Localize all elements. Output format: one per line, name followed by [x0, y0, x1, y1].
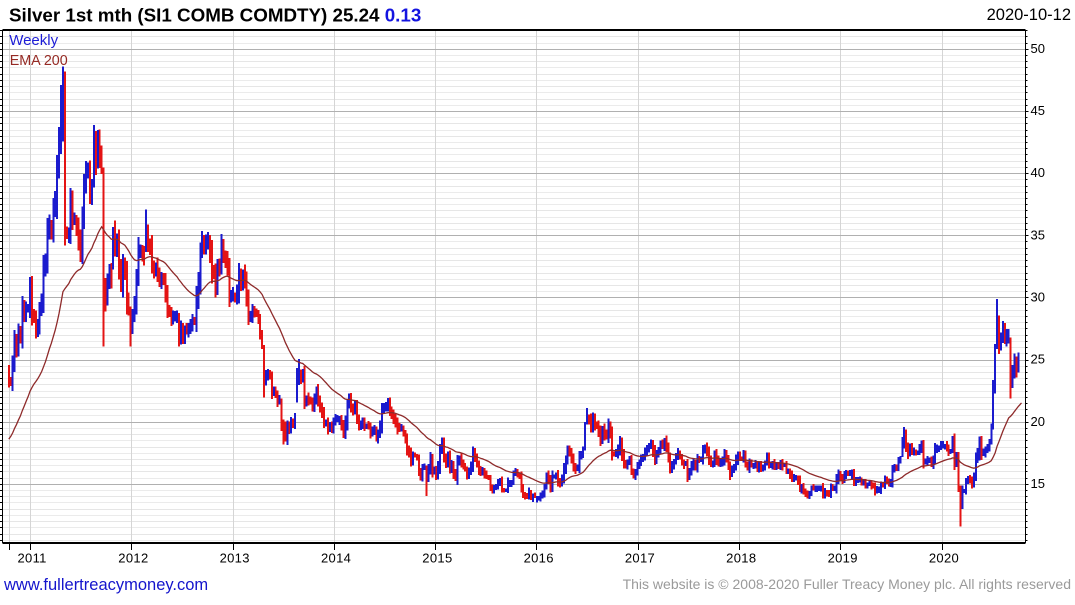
svg-text:50: 50: [1031, 41, 1045, 56]
svg-text:2018: 2018: [726, 551, 756, 566]
svg-text:20: 20: [1031, 414, 1045, 429]
svg-text:2011: 2011: [17, 551, 46, 566]
svg-text:2019: 2019: [828, 551, 858, 566]
svg-text:2012: 2012: [118, 551, 148, 566]
svg-text:Silver 1st mth (SI1 COMB COMDT: Silver 1st mth (SI1 COMB COMDTY) 25.24 0…: [9, 5, 421, 26]
svg-text:2014: 2014: [321, 551, 351, 566]
svg-text:25: 25: [1031, 352, 1045, 367]
svg-text:2020-10-12: 2020-10-12: [987, 6, 1071, 24]
svg-text:This website is © 2008-2020 Fu: This website is © 2008-2020 Fuller Treac…: [623, 576, 1071, 592]
svg-text:30: 30: [1031, 290, 1045, 305]
svg-text:2016: 2016: [524, 551, 554, 566]
svg-text:35: 35: [1031, 227, 1045, 242]
svg-text:2015: 2015: [422, 551, 452, 566]
svg-text:EMA 200: EMA 200: [10, 53, 68, 69]
svg-text:15: 15: [1031, 476, 1045, 491]
svg-text:45: 45: [1031, 103, 1045, 118]
svg-text:Weekly: Weekly: [9, 32, 58, 49]
svg-text:2013: 2013: [220, 551, 250, 566]
svg-text:www.fullertreacymoney.com: www.fullertreacymoney.com: [3, 576, 208, 594]
svg-text:2017: 2017: [625, 551, 655, 566]
svg-text:40: 40: [1031, 165, 1045, 180]
svg-text:2020: 2020: [929, 551, 959, 566]
